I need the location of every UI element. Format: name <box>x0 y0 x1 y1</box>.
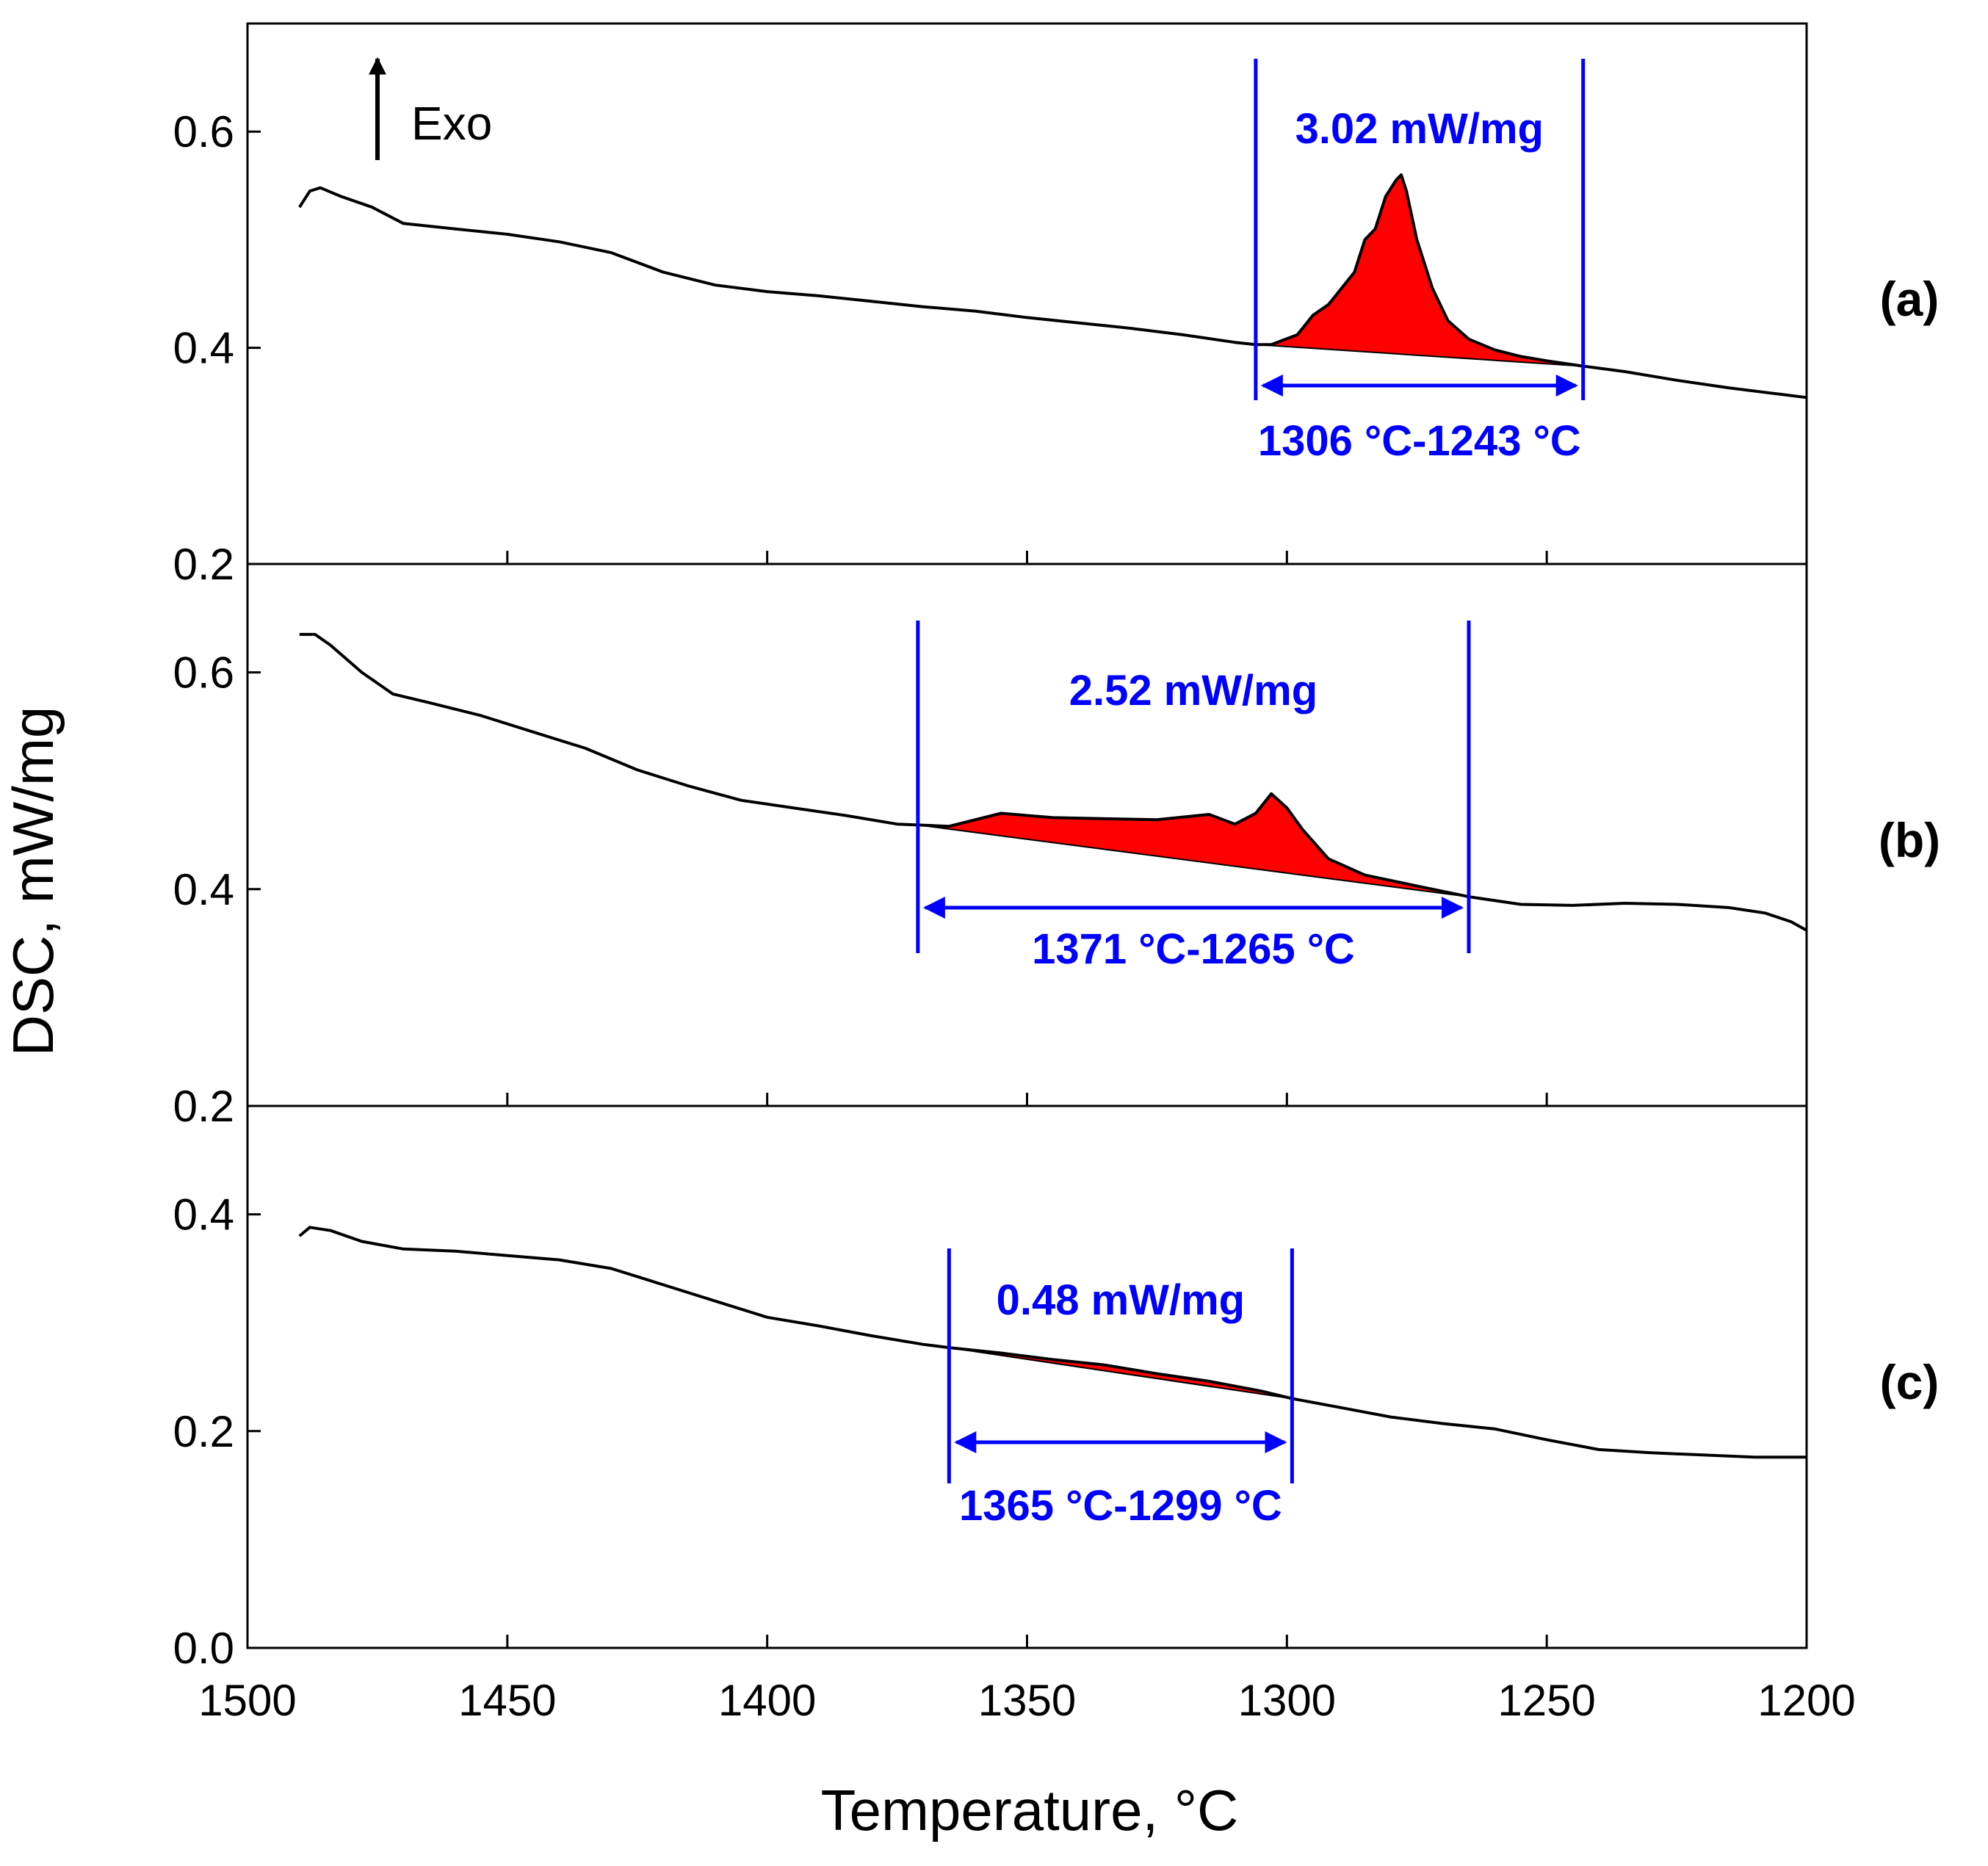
temperature-range-label: 1306 °C-1243 °C <box>1258 417 1581 465</box>
y-tick-label: 0.6 <box>173 107 234 156</box>
peak-area <box>1255 175 1583 366</box>
baseline-chord <box>917 824 1470 898</box>
y-tick-label: 0.4 <box>173 324 234 373</box>
x-tick-label: 1500 <box>198 1676 296 1725</box>
temperature-range-label: 1365 °C-1299 °C <box>959 1482 1282 1530</box>
x-tick-label: 1300 <box>1238 1676 1336 1725</box>
panel-frame <box>246 1104 1808 1649</box>
y-tick-label: 0.2 <box>173 1407 234 1456</box>
x-tick-label: 1350 <box>978 1676 1076 1725</box>
panel-label: (c) <box>1880 1355 1940 1409</box>
x-tick-label: 1200 <box>1757 1676 1855 1725</box>
peak-area-value: 2.52 mW/mg <box>1069 667 1317 715</box>
x-tick-label: 1450 <box>458 1676 556 1725</box>
panel-label: (b) <box>1879 813 1940 867</box>
exo-label: Exo <box>411 97 492 150</box>
y-tick-label: 0.6 <box>173 648 234 698</box>
dsc-curve <box>299 632 1807 932</box>
temperature-range-label: 1371 °C-1265 °C <box>1032 925 1355 973</box>
y-tick-label: 0.4 <box>173 1190 234 1240</box>
y-tick-label: 0.2 <box>173 540 234 589</box>
y-tick-label: 0.0 <box>173 1624 234 1673</box>
peak-area <box>917 793 1469 897</box>
x-tick-label: 1250 <box>1497 1676 1595 1725</box>
y-axis-title: DSC, mW/mg <box>1 706 65 1057</box>
x-tick-label: 1400 <box>718 1676 816 1725</box>
baseline-chord <box>949 1347 1293 1400</box>
panel-a: 0.2 0.4 0.6 3.02 mW/mg 1306 °C-1243 °C (a) <box>173 22 1940 589</box>
peak-area-value: 3.02 mW/mg <box>1295 105 1544 153</box>
y-tick-label: 0.4 <box>173 865 234 914</box>
x-axis-title: Temperature, °C <box>821 1778 1239 1843</box>
y-tick-label: 0.2 <box>173 1082 234 1131</box>
panel-b: 0.2 0.4 0.6 2.52 mW/mg 1371 °C-1265 °C (b) <box>173 563 1940 1131</box>
peak-area-value: 0.48 mW/mg <box>997 1276 1245 1324</box>
dsc-curve <box>298 173 1807 399</box>
panel-c: 0.0 0.2 0.4 0.48 mW/mg 1365 °C-1299 °C (c) <box>173 1104 1940 1673</box>
baseline-chord <box>1255 344 1583 367</box>
panel-label: (a) <box>1880 272 1940 326</box>
dsc-curve <box>298 1226 1807 1459</box>
